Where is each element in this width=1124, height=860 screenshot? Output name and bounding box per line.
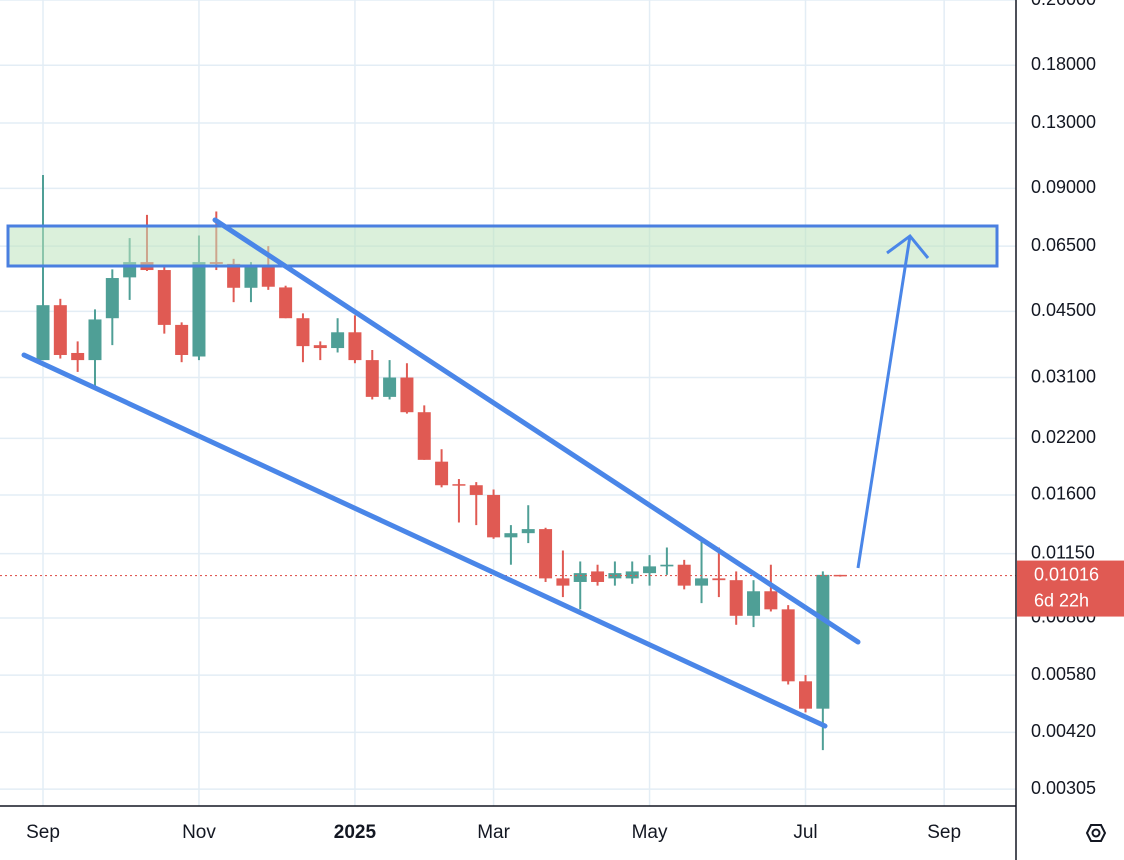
y-tick-label: 0.18000 bbox=[1031, 54, 1096, 74]
grid bbox=[0, 0, 1016, 806]
body bbox=[539, 529, 553, 579]
body bbox=[365, 360, 379, 397]
body bbox=[435, 461, 449, 486]
body bbox=[261, 266, 275, 287]
body bbox=[643, 566, 657, 574]
y-tick-label: 0.09000 bbox=[1031, 177, 1096, 197]
x-tick-label: Nov bbox=[182, 822, 216, 843]
settings-icon[interactable] bbox=[1085, 824, 1107, 842]
y-tick-label: 0.03100 bbox=[1031, 366, 1096, 386]
x-tick-label: Jul bbox=[793, 822, 817, 843]
body bbox=[695, 578, 709, 586]
body bbox=[175, 324, 189, 355]
body bbox=[105, 278, 119, 319]
body bbox=[573, 573, 587, 582]
body bbox=[279, 287, 293, 319]
y-tick-label: 0.01150 bbox=[1031, 542, 1095, 562]
x-tick-label: Sep bbox=[927, 822, 961, 843]
body bbox=[36, 305, 50, 361]
body bbox=[729, 580, 743, 616]
arrow-head bbox=[886, 233, 930, 259]
body bbox=[504, 533, 518, 538]
circle bbox=[1091, 828, 1101, 838]
y-tick-label: 0.00305 bbox=[1031, 778, 1096, 798]
zone bbox=[6, 224, 999, 268]
body bbox=[400, 377, 414, 413]
body bbox=[417, 412, 431, 460]
body bbox=[331, 332, 345, 349]
body bbox=[88, 319, 102, 361]
trendline bbox=[21, 352, 828, 729]
trendline bbox=[212, 217, 861, 645]
y-tick-label: 0.01600 bbox=[1031, 484, 1096, 504]
price-axis bbox=[1016, 0, 1124, 860]
x-tick-label: May bbox=[632, 822, 668, 843]
body bbox=[383, 377, 397, 397]
body bbox=[296, 318, 310, 347]
y-tick-label: 0.26000 bbox=[1031, 0, 1096, 9]
countdown: 6d 22h bbox=[1034, 590, 1089, 610]
body bbox=[747, 591, 761, 616]
body bbox=[608, 573, 622, 579]
time-axis bbox=[0, 806, 1016, 860]
labels: 0.26000 0.18000 0.13000 0.09000 0.06500 0.045… bbox=[26, 0, 1124, 843]
body bbox=[712, 578, 726, 581]
y-tick-label: 0.02200 bbox=[1031, 427, 1096, 447]
body bbox=[677, 564, 691, 586]
hexagon[interactable] bbox=[1085, 824, 1107, 842]
y-tick-label: 0.04500 bbox=[1031, 300, 1096, 320]
body bbox=[764, 591, 778, 610]
body bbox=[799, 681, 813, 709]
body bbox=[556, 578, 570, 586]
drawings bbox=[6, 217, 999, 729]
body bbox=[53, 305, 67, 355]
y-tick-label: 0.06500 bbox=[1031, 235, 1096, 255]
body bbox=[781, 609, 795, 682]
price-tag bbox=[1017, 560, 1124, 617]
x-tick-label: Sep bbox=[26, 822, 60, 843]
body bbox=[244, 266, 258, 288]
body bbox=[227, 263, 241, 288]
candles bbox=[0, 175, 1016, 751]
body bbox=[469, 485, 483, 495]
arrow bbox=[856, 235, 912, 569]
body bbox=[71, 352, 85, 361]
x-tick-label: 2025 bbox=[334, 822, 377, 843]
body bbox=[816, 574, 830, 709]
body bbox=[192, 262, 206, 357]
body bbox=[487, 494, 501, 538]
body bbox=[452, 484, 466, 486]
y-tick-label: 0.00420 bbox=[1031, 721, 1096, 741]
body bbox=[625, 571, 639, 579]
last-price: 0.01016 bbox=[1034, 564, 1099, 584]
y-tick-label: 0.00580 bbox=[1031, 664, 1096, 684]
body bbox=[313, 345, 327, 349]
body bbox=[521, 529, 535, 534]
body bbox=[348, 332, 362, 361]
body bbox=[157, 270, 171, 325]
x-tick-label: Mar bbox=[477, 822, 510, 843]
y-tick-label: 0.13000 bbox=[1031, 112, 1096, 132]
body bbox=[660, 564, 674, 567]
body bbox=[591, 571, 605, 582]
